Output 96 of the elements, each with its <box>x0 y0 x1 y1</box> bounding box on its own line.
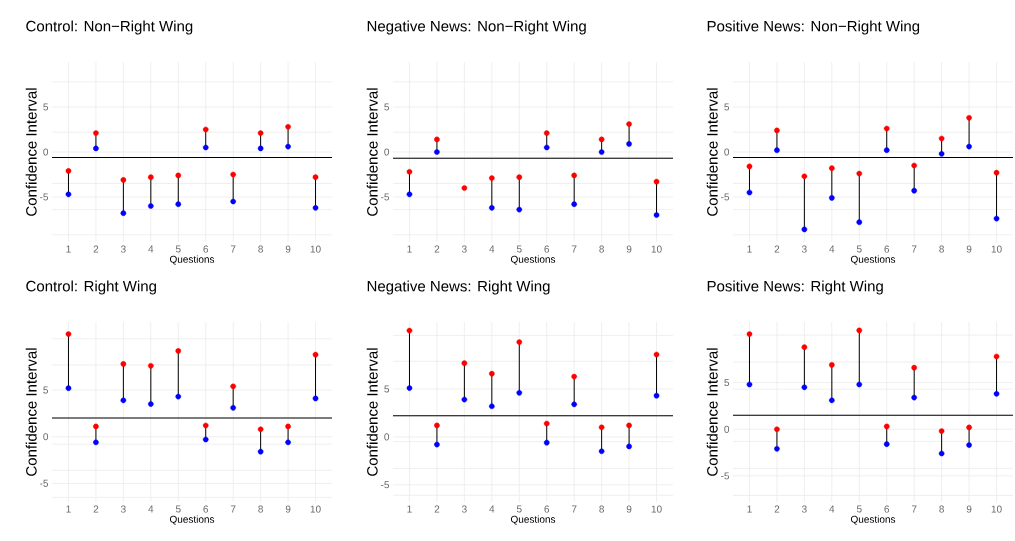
y-tick-label: 5 <box>43 103 49 111</box>
x-tick-label: 10 <box>651 245 662 253</box>
y-axis-title: Confidence Interval <box>366 348 378 476</box>
x-tick-label: 10 <box>310 245 321 253</box>
x-tick-label: 3 <box>120 245 126 253</box>
y-tick-label: -5 <box>381 193 390 201</box>
x-tick-label: 4 <box>829 245 835 253</box>
y-tick-label: 5 <box>724 379 730 387</box>
x-tick-label: 4 <box>489 505 495 513</box>
x-tick-label: 4 <box>148 505 154 513</box>
x-tick-label: 2 <box>774 245 780 253</box>
x-tick-label: 1 <box>66 505 71 513</box>
y-axis-title: Confidence Interval <box>25 348 37 476</box>
x-axis-title: Questions <box>510 515 556 525</box>
x-tick-label: 3 <box>801 245 807 253</box>
chart-title: Negative News: Non−Right Wing <box>367 20 586 35</box>
x-tick-label: 3 <box>801 505 807 513</box>
y-tick-label: 0 <box>43 148 49 156</box>
x-tick-label: 7 <box>571 505 577 513</box>
x-tick-label: 4 <box>148 245 154 253</box>
x-tick-label: 7 <box>911 245 917 253</box>
x-axis-title: Questions <box>169 255 215 265</box>
x-tick-label: 8 <box>258 505 263 513</box>
x-tick-label: 6 <box>544 245 550 253</box>
x-tick-label: 5 <box>856 505 862 513</box>
y-tick-label: 0 <box>384 433 390 441</box>
x-tick-label: 1 <box>407 245 412 253</box>
x-tick-label: 3 <box>461 245 467 253</box>
x-tick-label: 6 <box>203 245 209 253</box>
x-tick-label: 1 <box>747 245 752 253</box>
chart-title: Negative News: Right Wing <box>367 280 550 295</box>
x-tick-label: 1 <box>747 505 752 513</box>
x-tick-label: 5 <box>175 245 181 253</box>
x-tick-label: 6 <box>203 505 209 513</box>
chart-title: Positive News: Right Wing <box>707 280 883 295</box>
x-tick-label: 5 <box>516 505 522 513</box>
y-tick-label: 5 <box>384 385 390 393</box>
x-tick-label: 9 <box>285 505 291 513</box>
y-axis-title: Confidence Interval <box>25 88 37 216</box>
x-axis-title: Questions <box>850 255 896 265</box>
x-tick-label: 9 <box>966 245 972 253</box>
x-tick-label: 2 <box>434 245 440 253</box>
y-axis-title: Confidence Interval <box>706 348 718 476</box>
x-tick-label: 2 <box>93 245 99 253</box>
x-axis-title: Questions <box>510 255 556 265</box>
x-tick-label: 10 <box>991 245 1002 253</box>
x-tick-label: 9 <box>626 245 632 253</box>
x-tick-label: 1 <box>66 245 71 253</box>
x-tick-label: 2 <box>434 505 440 513</box>
x-tick-label: 8 <box>599 505 604 513</box>
y-tick-label: 5 <box>43 386 49 394</box>
x-tick-label: 5 <box>856 245 862 253</box>
y-tick-label: -5 <box>721 193 730 201</box>
y-tick-label: 0 <box>384 148 390 156</box>
x-tick-label: 7 <box>911 505 917 513</box>
x-tick-label: 8 <box>599 245 604 253</box>
x-tick-label: 2 <box>774 505 780 513</box>
x-tick-label: 6 <box>884 245 890 253</box>
x-tick-label: 8 <box>939 245 944 253</box>
y-tick-label: -5 <box>40 479 49 487</box>
x-tick-label: 4 <box>829 505 835 513</box>
x-tick-label: 3 <box>461 505 467 513</box>
x-tick-label: 9 <box>966 505 972 513</box>
y-tick-label: -5 <box>40 193 49 201</box>
x-tick-label: 7 <box>230 505 236 513</box>
x-tick-label: 7 <box>571 245 577 253</box>
y-tick-label: 0 <box>724 148 730 156</box>
x-tick-label: 9 <box>626 505 632 513</box>
x-tick-label: 3 <box>120 505 126 513</box>
x-tick-label: 4 <box>489 245 495 253</box>
x-tick-label: 7 <box>230 245 236 253</box>
y-tick-label: 5 <box>724 103 730 111</box>
y-tick-label: -5 <box>721 472 730 480</box>
x-tick-label: 8 <box>939 505 944 513</box>
x-tick-label: 10 <box>310 505 321 513</box>
chart-title: Control: Right Wing <box>26 280 156 295</box>
x-tick-label: 8 <box>258 245 263 253</box>
x-axis-title: Questions <box>169 515 215 525</box>
x-tick-label: 2 <box>93 505 99 513</box>
x-tick-label: 6 <box>544 505 550 513</box>
x-tick-label: 10 <box>991 505 1002 513</box>
x-tick-label: 6 <box>884 505 890 513</box>
x-tick-label: 10 <box>651 505 662 513</box>
x-tick-label: 9 <box>285 245 291 253</box>
x-tick-label: 5 <box>175 505 181 513</box>
x-axis-title: Questions <box>850 515 896 525</box>
y-tick-label: -5 <box>381 481 390 489</box>
y-tick-label: 0 <box>43 433 49 441</box>
y-axis-title: Confidence Interval <box>366 88 378 216</box>
chart-title: Positive News: Non−Right Wing <box>707 20 920 35</box>
y-axis-title: Confidence Interval <box>706 88 718 216</box>
y-tick-label: 5 <box>384 103 390 111</box>
x-tick-label: 5 <box>516 245 522 253</box>
y-tick-label: 0 <box>724 425 730 433</box>
x-tick-label: 1 <box>407 505 412 513</box>
chart-title: Control: Non−Right Wing <box>26 20 193 35</box>
